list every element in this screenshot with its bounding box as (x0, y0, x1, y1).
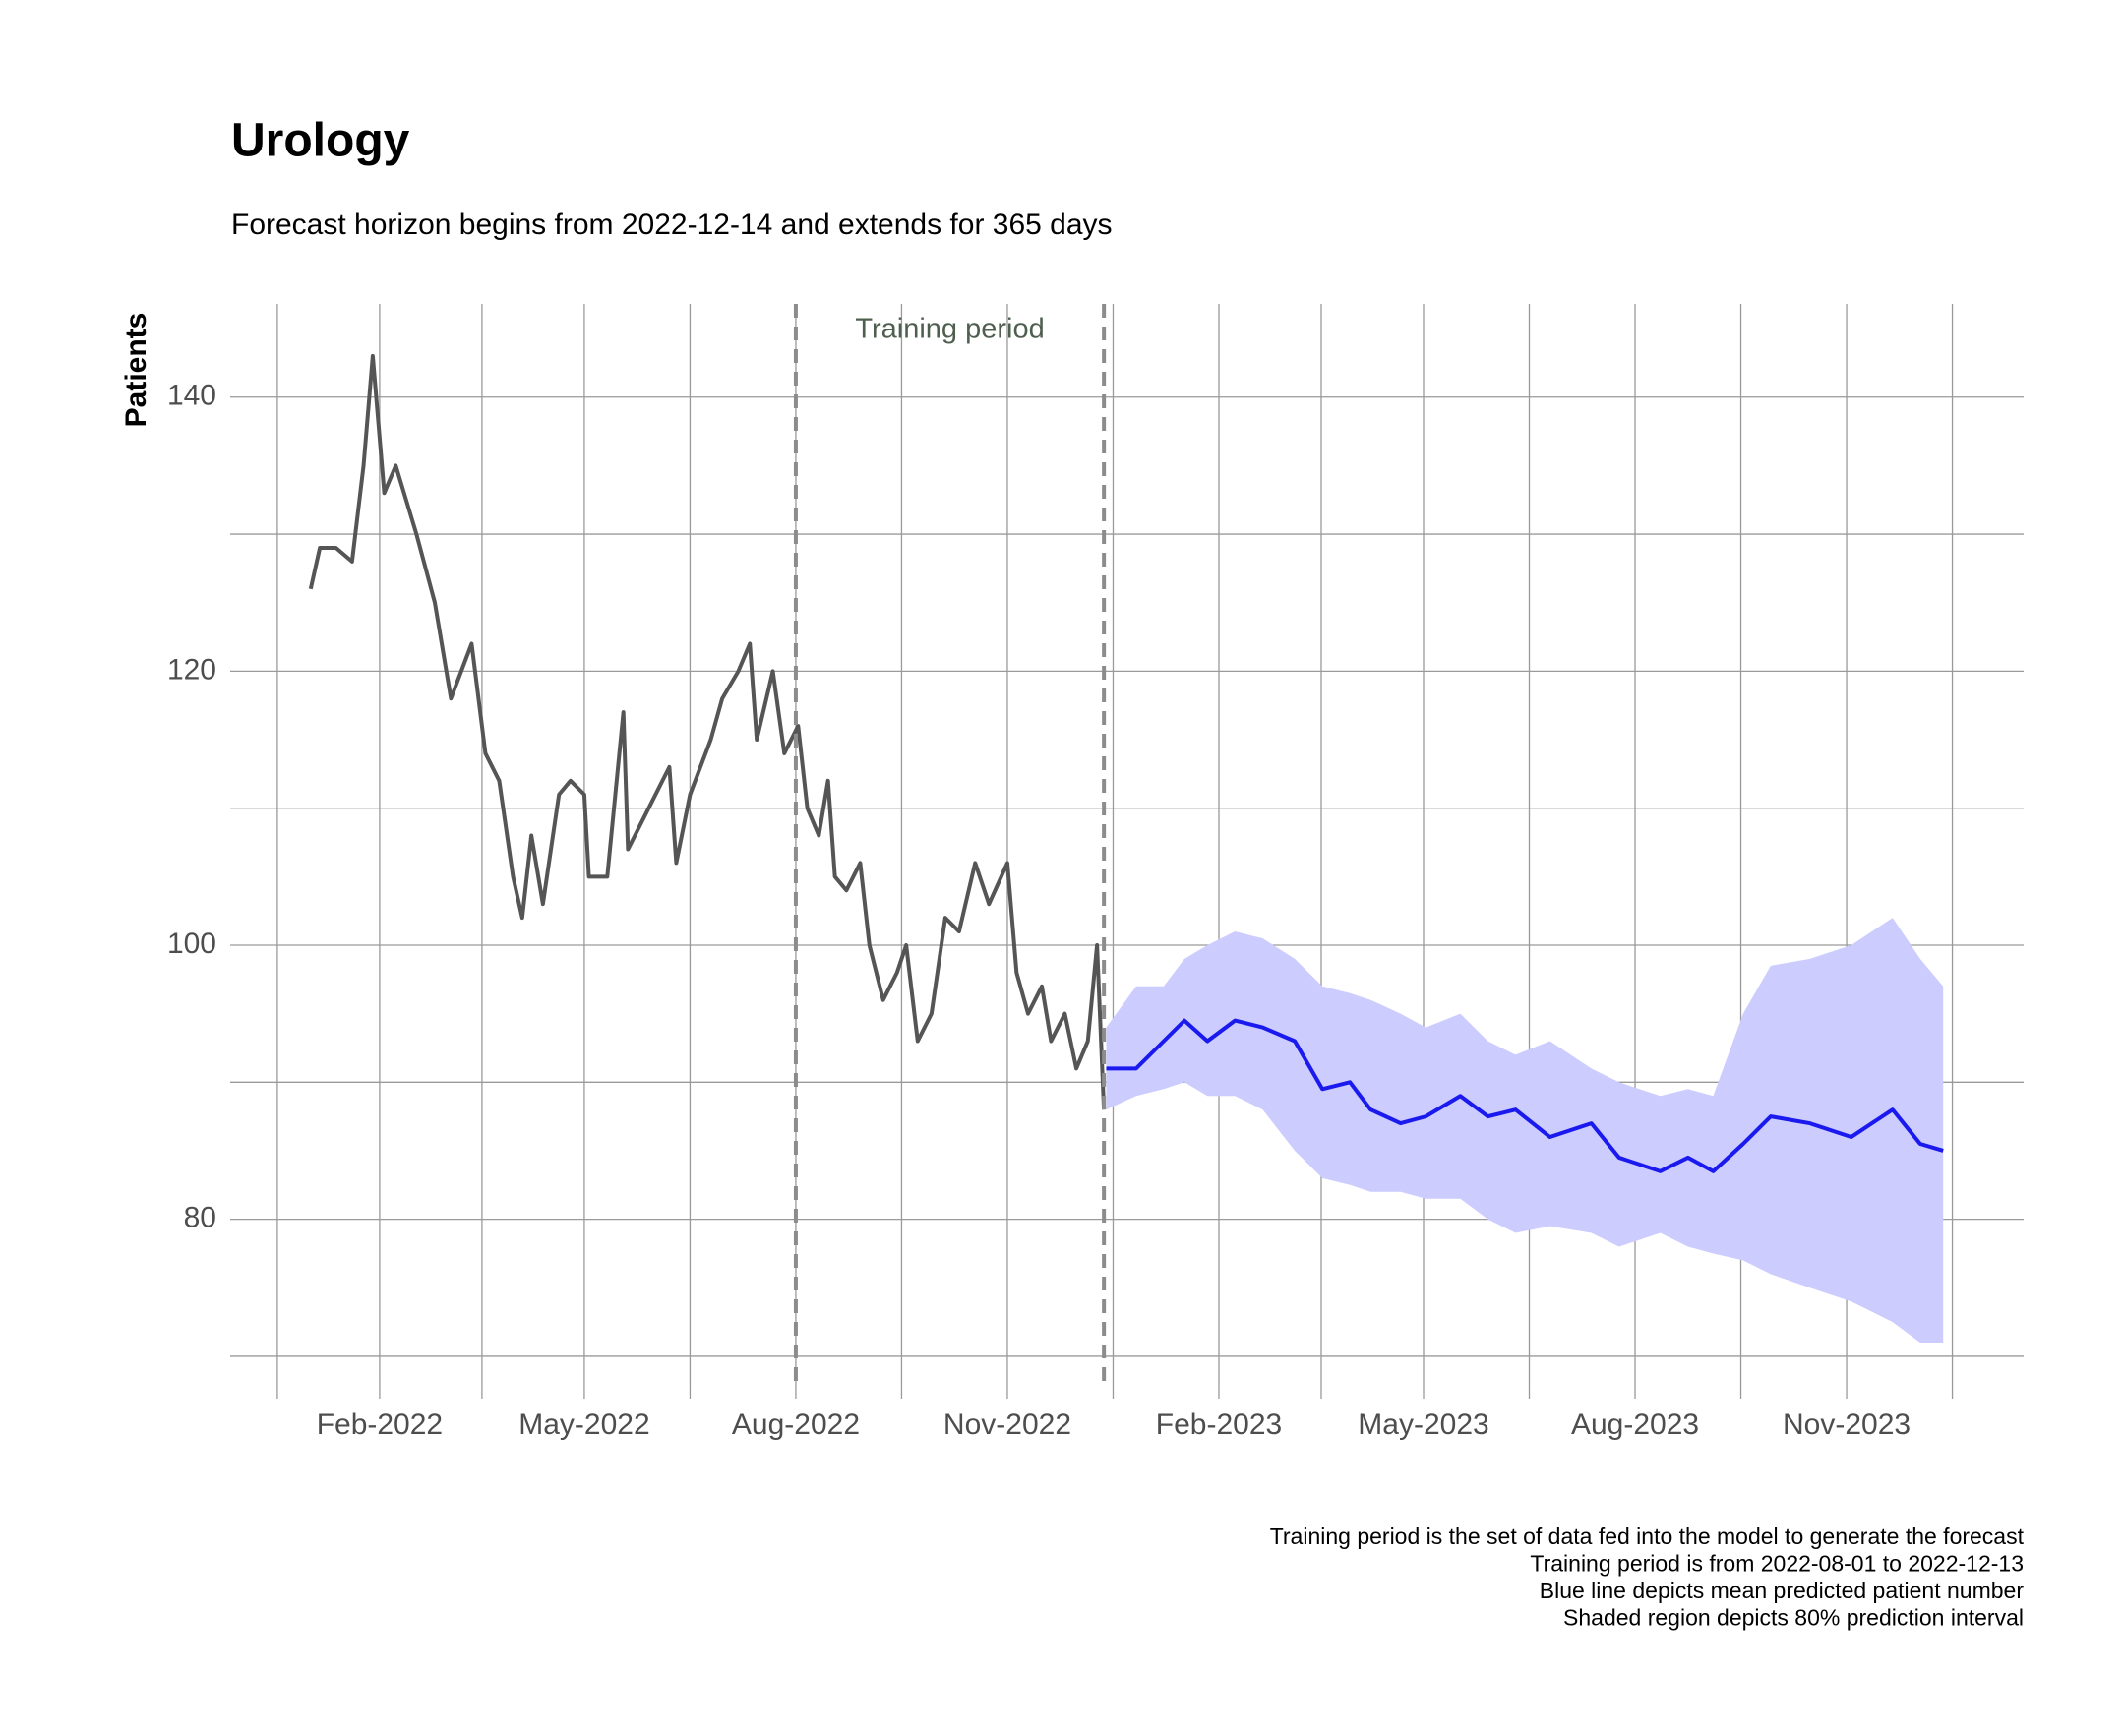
x-tick-label: Nov-2023 (1783, 1408, 1911, 1441)
x-tick-label: Aug-2022 (732, 1408, 860, 1441)
x-tick-label: Nov-2022 (943, 1408, 1071, 1441)
series-line (1106, 1018, 1944, 1173)
x-tick-label: May-2022 (518, 1408, 649, 1441)
y-tick-label: 100 (167, 928, 216, 960)
y-tick-label: 140 (167, 380, 216, 412)
series-line (308, 353, 1107, 1110)
caption: Blue line depicts mean predicted patient… (1540, 1578, 2025, 1603)
x-tick-label: Feb-2022 (317, 1408, 443, 1441)
y-tick-label: 120 (167, 653, 216, 686)
x-tick-label: Aug-2023 (1571, 1408, 1699, 1441)
chart-subtitle: Forecast horizon begins from 2022-12-14 … (231, 209, 1113, 241)
x-tick-label: Feb-2023 (1156, 1408, 1282, 1441)
x-tick-label: May-2023 (1358, 1408, 1488, 1441)
annotation: Training period (855, 314, 1044, 345)
caption: Shaded region depicts 80% prediction int… (1563, 1605, 2024, 1631)
y-axis-label: Patients (120, 313, 152, 428)
caption: Training period is the set of data fed i… (1270, 1524, 2025, 1549)
y-tick-label: 80 (184, 1202, 216, 1234)
caption: Training period is from 2022-08-01 to 20… (1530, 1551, 2024, 1577)
chart-title: Urology (231, 115, 410, 167)
prediction-interval (1106, 918, 1944, 1343)
